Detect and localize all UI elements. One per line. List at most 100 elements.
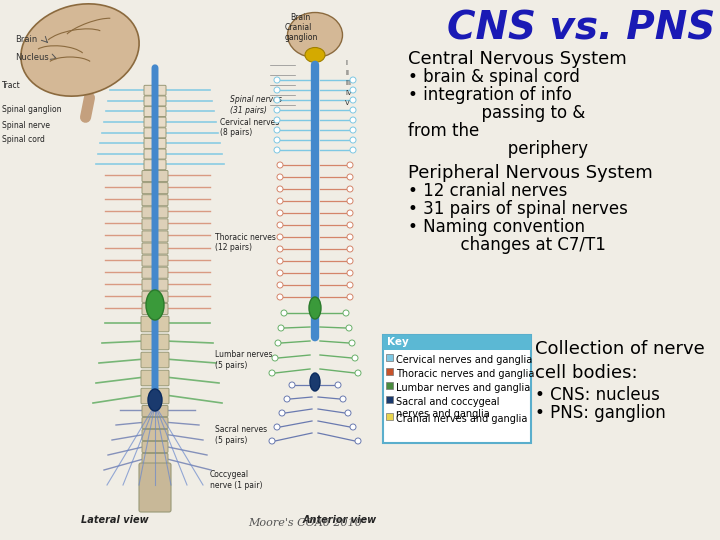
- Text: CNS vs. PNS: CNS vs. PNS: [446, 10, 715, 48]
- Circle shape: [347, 282, 353, 288]
- Text: IV: IV: [345, 90, 352, 96]
- Circle shape: [269, 370, 275, 376]
- Text: changes at C7/T1: changes at C7/T1: [408, 236, 606, 254]
- Text: • brain & spinal cord: • brain & spinal cord: [408, 68, 580, 86]
- Ellipse shape: [21, 4, 139, 96]
- Text: Lateral view: Lateral view: [81, 515, 149, 525]
- Circle shape: [277, 234, 283, 240]
- FancyBboxPatch shape: [141, 316, 169, 332]
- Circle shape: [277, 246, 283, 252]
- FancyBboxPatch shape: [142, 454, 168, 464]
- Circle shape: [347, 186, 353, 192]
- Text: III: III: [345, 80, 351, 86]
- Text: • 31 pairs of spinal nerves: • 31 pairs of spinal nerves: [408, 200, 628, 218]
- Text: from the: from the: [408, 122, 480, 140]
- Circle shape: [274, 107, 280, 113]
- Circle shape: [274, 97, 280, 103]
- FancyBboxPatch shape: [142, 231, 168, 242]
- Circle shape: [284, 396, 290, 402]
- Circle shape: [343, 310, 349, 316]
- Circle shape: [269, 438, 275, 444]
- Ellipse shape: [287, 12, 343, 57]
- Text: Spinal cord: Spinal cord: [2, 136, 45, 145]
- Circle shape: [350, 137, 356, 143]
- Text: Spinal nerve: Spinal nerve: [2, 120, 50, 130]
- Circle shape: [347, 162, 353, 168]
- Text: Brain: Brain: [290, 13, 310, 22]
- Circle shape: [347, 246, 353, 252]
- Circle shape: [272, 355, 278, 361]
- Circle shape: [350, 117, 356, 123]
- Circle shape: [350, 127, 356, 133]
- Circle shape: [281, 310, 287, 316]
- Circle shape: [347, 234, 353, 240]
- FancyBboxPatch shape: [142, 442, 168, 453]
- Text: Sacral nerves
(5 pairs): Sacral nerves (5 pairs): [215, 426, 267, 445]
- Circle shape: [350, 77, 356, 83]
- Text: Collection of nerve
cell bodies:: Collection of nerve cell bodies:: [535, 340, 705, 382]
- Circle shape: [352, 355, 358, 361]
- FancyBboxPatch shape: [142, 429, 168, 441]
- Bar: [386, 396, 393, 403]
- Circle shape: [275, 340, 281, 346]
- FancyBboxPatch shape: [142, 243, 168, 254]
- Text: Lumbar nerves
(5 pairs): Lumbar nerves (5 pairs): [215, 350, 272, 370]
- Circle shape: [350, 147, 356, 153]
- Bar: [386, 354, 393, 361]
- Ellipse shape: [309, 297, 321, 319]
- Text: Cervical nerves
(8 pairs): Cervical nerves (8 pairs): [220, 118, 279, 137]
- Circle shape: [274, 424, 280, 430]
- Text: Spinal ganglion: Spinal ganglion: [2, 105, 61, 114]
- Circle shape: [274, 87, 280, 93]
- Circle shape: [274, 147, 280, 153]
- Circle shape: [277, 222, 283, 228]
- Circle shape: [355, 438, 361, 444]
- Circle shape: [347, 258, 353, 264]
- Text: Spinal nerves
(31 pairs): Spinal nerves (31 pairs): [230, 95, 282, 114]
- Circle shape: [274, 127, 280, 133]
- Circle shape: [349, 340, 355, 346]
- FancyBboxPatch shape: [144, 106, 166, 117]
- FancyBboxPatch shape: [139, 463, 171, 512]
- Text: • integration of info: • integration of info: [408, 86, 572, 104]
- Circle shape: [274, 137, 280, 143]
- Circle shape: [277, 186, 283, 192]
- Circle shape: [355, 370, 361, 376]
- FancyBboxPatch shape: [144, 96, 166, 106]
- Circle shape: [277, 282, 283, 288]
- Circle shape: [350, 424, 356, 430]
- Ellipse shape: [305, 48, 325, 63]
- Text: • PNS: ganglion: • PNS: ganglion: [535, 404, 666, 422]
- Circle shape: [289, 382, 295, 388]
- FancyBboxPatch shape: [142, 207, 168, 218]
- Circle shape: [277, 258, 283, 264]
- Circle shape: [346, 325, 352, 331]
- Bar: [0, 0, 390, 540]
- Text: Coccygeal
nerve (1 pair): Coccygeal nerve (1 pair): [210, 470, 263, 490]
- Text: Cervical nerves and ganglia: Cervical nerves and ganglia: [396, 355, 532, 365]
- Text: periphery: periphery: [408, 140, 588, 158]
- Circle shape: [279, 410, 285, 416]
- Circle shape: [277, 270, 283, 276]
- FancyBboxPatch shape: [141, 352, 169, 368]
- FancyBboxPatch shape: [142, 279, 168, 291]
- Text: Sacral and coccygeal
nerves and ganglia: Sacral and coccygeal nerves and ganglia: [396, 397, 500, 418]
- Circle shape: [278, 325, 284, 331]
- FancyBboxPatch shape: [141, 388, 169, 404]
- FancyBboxPatch shape: [142, 267, 168, 278]
- Circle shape: [345, 410, 351, 416]
- Text: V: V: [345, 100, 350, 106]
- FancyBboxPatch shape: [142, 219, 168, 230]
- Text: I: I: [345, 60, 347, 66]
- Text: Key: Key: [387, 337, 409, 347]
- FancyBboxPatch shape: [142, 292, 168, 302]
- Circle shape: [347, 210, 353, 216]
- FancyBboxPatch shape: [142, 303, 168, 314]
- FancyBboxPatch shape: [144, 138, 166, 149]
- Text: • CNS: nucleus: • CNS: nucleus: [535, 386, 660, 404]
- Text: Thoracic nerves and ganglia: Thoracic nerves and ganglia: [396, 369, 534, 379]
- Circle shape: [350, 97, 356, 103]
- Text: Moore's COA6 2010: Moore's COA6 2010: [248, 518, 362, 528]
- Circle shape: [277, 210, 283, 216]
- Text: Brain: Brain: [15, 36, 37, 44]
